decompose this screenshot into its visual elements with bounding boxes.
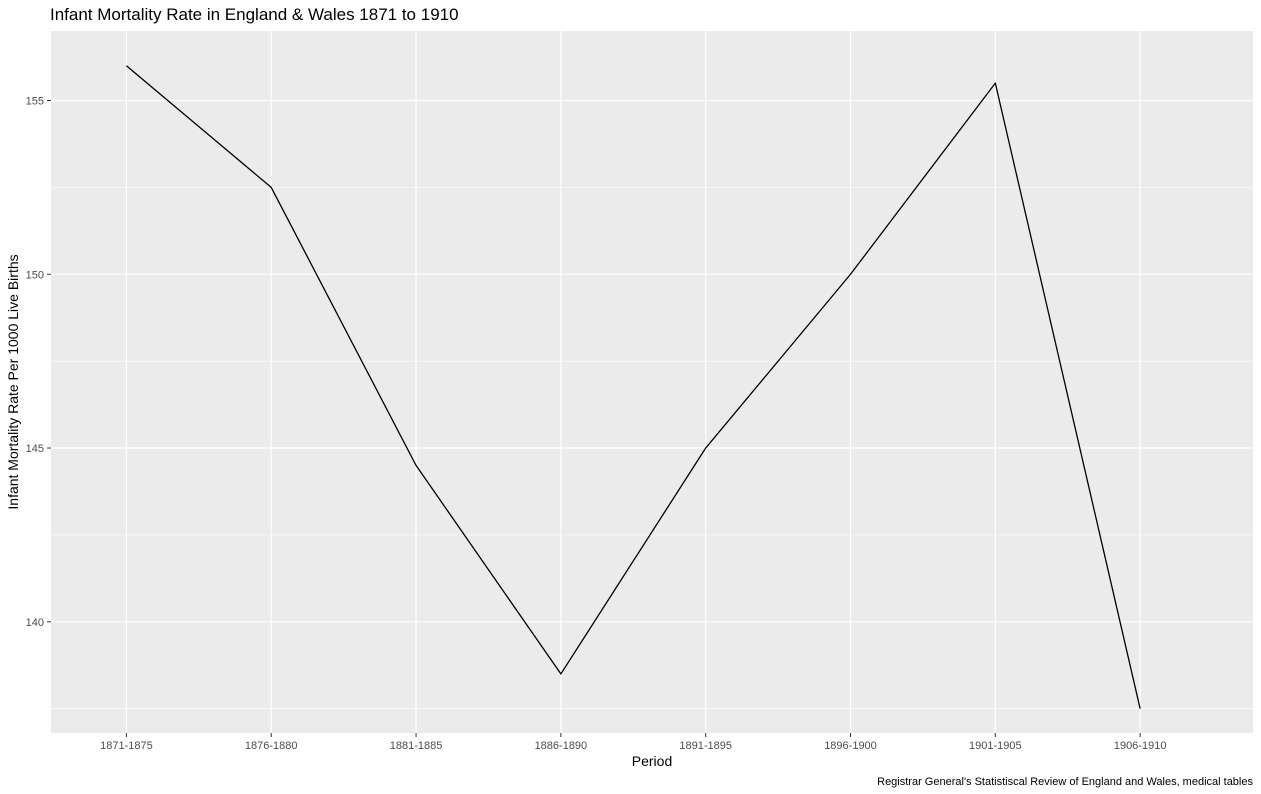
chart-caption: Registrar General's Statistiscal Review …	[877, 776, 1253, 788]
y-tick-label: 150	[26, 269, 44, 281]
y-tick-label: 155	[26, 96, 44, 108]
series-layer	[125, 65, 1141, 709]
y-axis-title: Infant Mortality Rate Per 1000 Live Birt…	[5, 254, 21, 509]
y-tick-label: 145	[26, 443, 44, 455]
x-tick-label: 1886-1890	[535, 740, 588, 752]
x-axis: 1871-1875 1876-1880 1881-1885 1886-1890 1891…	[100, 733, 1166, 752]
grid-minor	[51, 187, 1253, 709]
x-tick-label: 1896-1900	[824, 740, 877, 752]
chart-title: Infant Mortality Rate in England & Wales…	[50, 5, 459, 24]
x-tick-label: 1891-1895	[679, 740, 732, 752]
y-axis: 140 145 150 155	[26, 96, 51, 629]
x-tick-label: 1881-1885	[390, 740, 443, 752]
x-axis-title: Period	[632, 753, 672, 769]
x-tick-label: 1876-1880	[245, 740, 298, 752]
y-tick-label: 140	[26, 617, 44, 629]
plot-panel	[51, 31, 1253, 733]
x-tick-label: 1906-1910	[1114, 740, 1167, 752]
x-tick-label: 1871-1875	[100, 740, 153, 752]
series-line	[125, 65, 1141, 709]
x-tick-label: 1901-1905	[969, 740, 1022, 752]
grid-major	[51, 31, 1253, 733]
